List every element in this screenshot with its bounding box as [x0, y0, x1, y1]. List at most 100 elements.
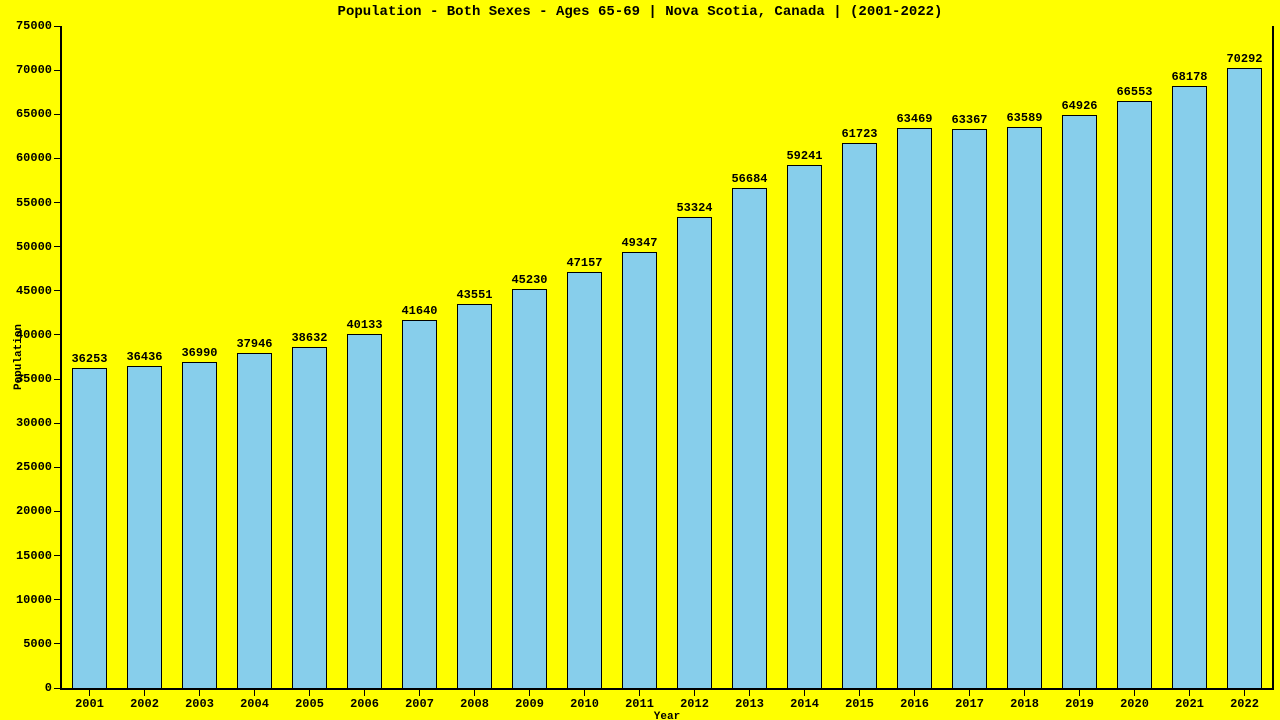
bar	[292, 347, 326, 688]
x-tick-label: 2009	[505, 697, 555, 711]
chart-title: Population - Both Sexes - Ages 65-69 | N…	[0, 4, 1280, 20]
bar	[237, 353, 271, 688]
x-tick-label: 2022	[1220, 697, 1270, 711]
y-tick-label: 55000	[2, 196, 52, 210]
x-tick-mark	[254, 690, 255, 696]
x-axis-title: Year	[617, 711, 717, 720]
bar	[952, 129, 986, 688]
bar	[1062, 115, 1096, 688]
bar-value-label: 38632	[280, 331, 340, 345]
x-tick-label: 2001	[65, 697, 115, 711]
y-axis-line-right	[1272, 26, 1274, 690]
y-tick-label: 40000	[2, 328, 52, 342]
x-tick-label: 2019	[1055, 697, 1105, 711]
bar-value-label: 63589	[995, 111, 1055, 125]
y-tick-mark	[54, 114, 60, 115]
bar-value-label: 36990	[170, 346, 230, 360]
y-tick-label: 15000	[2, 549, 52, 563]
bar	[787, 165, 821, 688]
y-tick-mark	[54, 555, 60, 556]
bar	[347, 334, 381, 688]
bar-value-label: 70292	[1215, 52, 1275, 66]
x-tick-label: 2007	[395, 697, 445, 711]
x-tick-mark	[694, 690, 695, 696]
y-tick-label: 10000	[2, 593, 52, 607]
y-tick-label: 20000	[2, 504, 52, 518]
bar-value-label: 64926	[1050, 99, 1110, 113]
x-tick-label: 2010	[560, 697, 610, 711]
bar-value-label: 36436	[115, 350, 175, 364]
bar	[457, 304, 491, 688]
x-tick-mark	[474, 690, 475, 696]
bar	[127, 366, 161, 688]
x-tick-mark	[419, 690, 420, 696]
x-tick-label: 2003	[175, 697, 225, 711]
x-tick-label: 2006	[340, 697, 390, 711]
x-tick-label: 2021	[1165, 697, 1215, 711]
bar-value-label: 63469	[885, 112, 945, 126]
x-tick-mark	[969, 690, 970, 696]
x-tick-label: 2018	[1000, 697, 1050, 711]
x-tick-label: 2020	[1110, 697, 1160, 711]
x-tick-mark	[749, 690, 750, 696]
y-tick-mark	[54, 334, 60, 335]
bar	[567, 272, 601, 688]
population-bar-chart: Population - Both Sexes - Ages 65-69 | N…	[0, 0, 1280, 720]
x-tick-label: 2014	[780, 697, 830, 711]
bar	[402, 320, 436, 688]
y-tick-mark	[54, 467, 60, 468]
bar	[897, 128, 931, 688]
x-tick-label: 2015	[835, 697, 885, 711]
x-tick-label: 2013	[725, 697, 775, 711]
y-tick-label: 25000	[2, 460, 52, 474]
y-tick-mark	[54, 423, 60, 424]
y-tick-mark	[54, 290, 60, 291]
y-tick-mark	[54, 246, 60, 247]
y-tick-mark	[54, 379, 60, 380]
bar	[1117, 101, 1151, 688]
x-tick-mark	[529, 690, 530, 696]
x-tick-label: 2016	[890, 697, 940, 711]
y-tick-label: 35000	[2, 372, 52, 386]
bar-value-label: 40133	[335, 318, 395, 332]
y-tick-mark	[54, 26, 60, 27]
y-axis-title: Population	[13, 297, 25, 417]
x-tick-label: 2004	[230, 697, 280, 711]
bar-value-label: 49347	[610, 236, 670, 250]
bar	[1007, 127, 1041, 688]
y-tick-label: 70000	[2, 63, 52, 77]
bar	[732, 188, 766, 688]
y-tick-label: 5000	[2, 637, 52, 651]
bar	[1227, 68, 1261, 688]
y-tick-mark	[54, 643, 60, 644]
bar-value-label: 41640	[390, 304, 450, 318]
y-tick-label: 75000	[2, 19, 52, 33]
y-tick-mark	[54, 202, 60, 203]
x-tick-label: 2012	[670, 697, 720, 711]
x-tick-mark	[1244, 690, 1245, 696]
x-tick-mark	[804, 690, 805, 696]
bar-value-label: 56684	[720, 172, 780, 186]
bar-value-label: 63367	[940, 113, 1000, 127]
x-tick-label: 2011	[615, 697, 665, 711]
x-tick-mark	[914, 690, 915, 696]
bar-value-label: 68178	[1160, 70, 1220, 84]
x-axis-line	[60, 688, 1274, 690]
x-tick-mark	[639, 690, 640, 696]
bar-value-label: 61723	[830, 127, 890, 141]
bar	[72, 368, 106, 688]
x-tick-mark	[309, 690, 310, 696]
x-tick-mark	[1024, 690, 1025, 696]
bar-value-label: 47157	[555, 256, 615, 270]
bar-value-label: 43551	[445, 288, 505, 302]
y-tick-mark	[54, 599, 60, 600]
bar-value-label: 59241	[775, 149, 835, 163]
x-tick-mark	[144, 690, 145, 696]
bar	[1172, 86, 1206, 688]
y-tick-mark	[54, 70, 60, 71]
x-tick-label: 2008	[450, 697, 500, 711]
x-tick-mark	[1134, 690, 1135, 696]
bar	[622, 252, 656, 688]
bar	[182, 362, 216, 688]
y-tick-label: 0	[2, 681, 52, 695]
